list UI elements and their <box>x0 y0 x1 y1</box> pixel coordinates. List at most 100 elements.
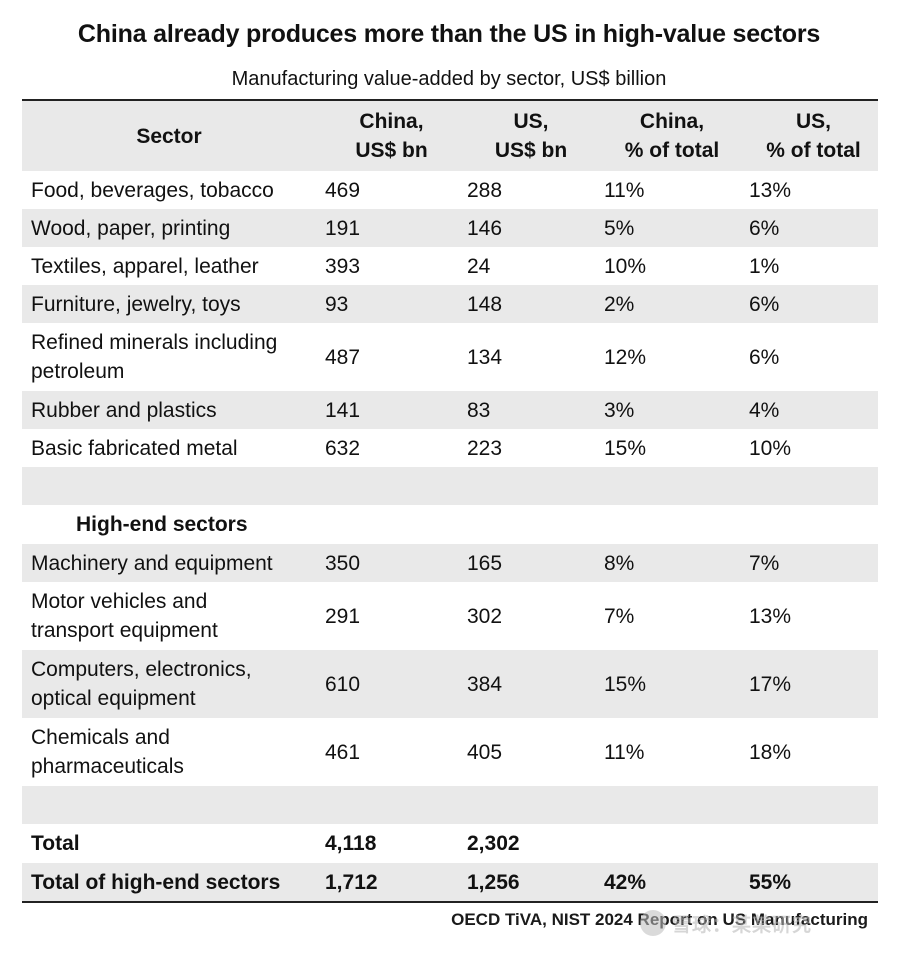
table-row: Food, beverages, tobacco 469 288 11% 13% <box>22 171 878 209</box>
section-heading-row: High-end sectors <box>22 505 878 544</box>
cell-sector-line2: petroleum <box>31 360 125 383</box>
table-row: Machinery and equipment 350 165 8% 7% <box>22 544 878 582</box>
cell-china-bn: 93 <box>325 292 349 316</box>
spacer-row <box>22 467 878 505</box>
header-us-bn-line2: US$ bn <box>494 139 568 162</box>
cell-china-bn: 393 <box>325 254 361 278</box>
cell-sector: Basic fabricated metal <box>31 436 238 460</box>
table-bottom-rule <box>22 901 878 903</box>
table-row: Wood, paper, printing 191 146 5% 6% <box>22 209 878 247</box>
cell-us-pct: 10% <box>749 436 792 460</box>
cell-sector-line1: Motor vehicles and <box>31 590 208 613</box>
cell-us-pct: 6% <box>749 292 780 316</box>
cell-china-bn: 291 <box>325 604 361 628</box>
cell-sector: Textiles, apparel, leather <box>31 254 259 278</box>
table-row: Chemicals and pharmaceuticals 461 405 11… <box>22 718 878 786</box>
cell-us-pct: 18% <box>749 740 792 764</box>
cell-us-pct: 17% <box>749 672 792 696</box>
cell-china-pct: 10% <box>604 254 647 278</box>
cell-china-pct: 11% <box>604 740 645 764</box>
cell-us-bn: 24 <box>467 254 491 278</box>
cell-sector-line1: Chemicals and <box>31 726 170 749</box>
cell-us-bn: 405 <box>467 740 503 764</box>
cell-china-pct: 12% <box>604 345 647 369</box>
total-high-end-china-pct: 42% <box>604 870 647 894</box>
cell-sector: Wood, paper, printing <box>31 216 231 240</box>
header-us-pct: US, % of total <box>740 107 878 165</box>
total-high-end-us-bn: 1,256 <box>467 870 520 894</box>
cell-us-pct: 1% <box>749 254 780 278</box>
cell-china-bn: 191 <box>325 216 361 240</box>
cell-china-pct: 11% <box>604 178 645 202</box>
data-table: Sector China, US$ bn US, US$ bn China, %… <box>22 99 878 903</box>
watermark-text: 雪球：某某研究 <box>672 914 813 936</box>
header-us-bn: US, US$ bn <box>458 107 595 165</box>
header-china-bn-line2: US$ bn <box>355 139 428 162</box>
cell-china-bn: 350 <box>325 551 361 575</box>
cell-us-pct: 6% <box>749 345 780 369</box>
cell-sector: Chemicals and pharmaceuticals <box>22 723 316 781</box>
page-title: China already produces more than the US … <box>77 20 821 48</box>
cell-sector-line1: Refined minerals including <box>31 331 278 354</box>
cell-china-bn: 487 <box>325 345 361 369</box>
cell-us-pct: 6% <box>749 216 780 240</box>
cell-us-bn: 302 <box>467 604 503 628</box>
cell-china-pct: 15% <box>604 672 647 696</box>
table-row: Furniture, jewelry, toys 93 148 2% 6% <box>22 285 878 323</box>
total-china-bn: 4,118 <box>325 832 377 855</box>
cell-us-bn: 148 <box>467 292 503 316</box>
cell-us-pct: 4% <box>749 398 780 422</box>
cell-china-bn: 610 <box>325 672 361 696</box>
cell-sector: Refined minerals including petroleum <box>22 328 316 386</box>
cell-us-pct: 13% <box>749 178 792 202</box>
cell-sector: Computers, electronics, optical equipmen… <box>22 655 316 713</box>
header-china-bn-line1: China, <box>359 110 424 133</box>
header-china-pct-line1: China, <box>639 110 705 133</box>
cell-us-bn: 384 <box>467 672 503 696</box>
spacer-row <box>22 786 878 824</box>
cell-china-bn: 632 <box>325 436 361 460</box>
cell-us-bn: 146 <box>467 216 503 240</box>
watermark-logo-icon <box>640 910 666 936</box>
table-row: Computers, electronics, optical equipmen… <box>22 650 878 718</box>
cell-sector-line1: Computers, electronics, <box>31 658 252 681</box>
header-us-pct-line2: % of total <box>766 139 861 162</box>
header-china-pct: China, % of total <box>595 107 740 165</box>
cell-us-bn: 223 <box>467 436 503 460</box>
cell-china-bn: 141 <box>325 398 361 422</box>
cell-sector: Food, beverages, tobacco <box>31 178 274 202</box>
cell-china-bn: 461 <box>325 740 361 764</box>
header-us-pct-line1: US, <box>795 110 831 133</box>
cell-us-bn: 134 <box>467 345 503 369</box>
header-china-pct-line2: % of total <box>624 139 720 162</box>
total-row: Total 4,118 2,302 <box>22 824 878 863</box>
cell-china-pct: 8% <box>604 551 635 575</box>
header-china-bn: China, US$ bn <box>316 107 458 165</box>
cell-china-pct: 7% <box>604 604 635 628</box>
cell-sector-line2: pharmaceuticals <box>31 755 184 778</box>
table-top-rule <box>22 99 878 101</box>
total-high-end-china-bn: 1,712 <box>325 870 378 894</box>
cell-us-bn: 165 <box>467 551 503 575</box>
cell-sector: Motor vehicles and transport equipment <box>22 587 316 645</box>
total-high-end-row: Total of high-end sectors 1,712 1,256 42… <box>22 863 878 901</box>
total-label: Total <box>31 832 80 855</box>
cell-sector: Machinery and equipment <box>31 551 273 575</box>
page-subtitle: Manufacturing value-added by sector, US$… <box>231 68 667 90</box>
cell-china-pct: 5% <box>604 216 635 240</box>
table-row: Refined minerals including petroleum 487… <box>22 323 878 391</box>
cell-us-bn: 288 <box>467 178 503 202</box>
cell-sector-line2: optical equipment <box>31 687 196 710</box>
cell-us-bn: 83 <box>467 398 491 422</box>
table-row: Basic fabricated metal 632 223 15% 10% <box>22 429 878 467</box>
table-row: Motor vehicles and transport equipment 2… <box>22 582 878 650</box>
cell-china-pct: 3% <box>604 398 635 422</box>
cell-us-pct: 7% <box>749 551 780 575</box>
cell-sector: Furniture, jewelry, toys <box>31 292 241 316</box>
watermark: 雪球：某某研究 <box>640 906 880 940</box>
table-row: Textiles, apparel, leather 393 24 10% 1% <box>22 247 878 285</box>
cell-china-bn: 469 <box>325 178 361 202</box>
cell-china-pct: 15% <box>604 436 647 460</box>
cell-sector-line2: transport equipment <box>31 619 218 642</box>
total-high-end-us-pct: 55% <box>749 870 792 894</box>
